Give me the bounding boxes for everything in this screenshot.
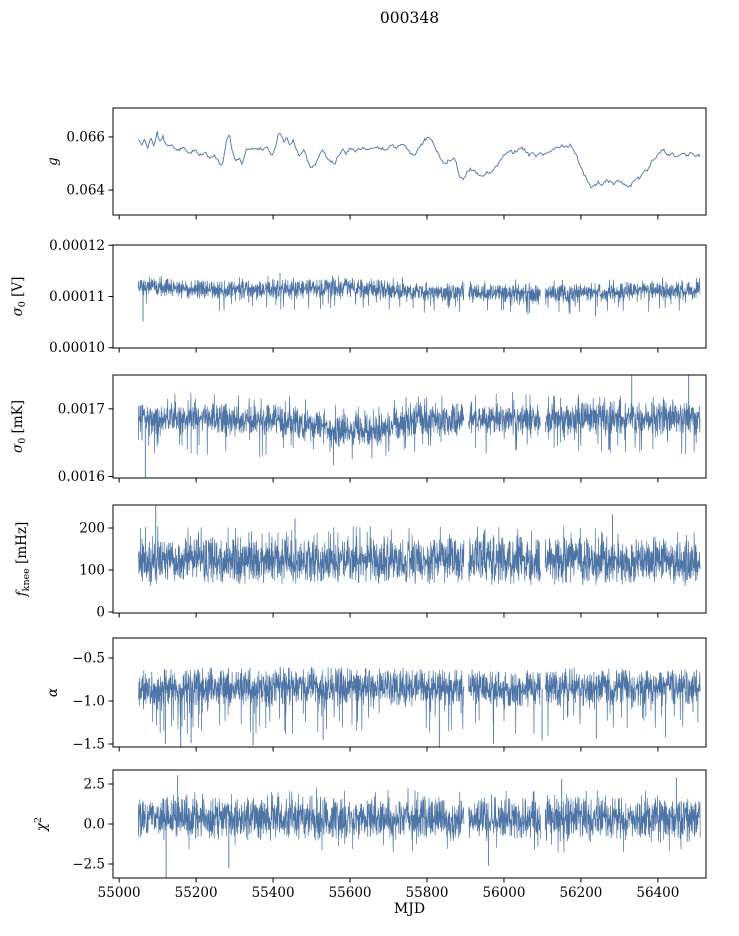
ylabel-g: g: [45, 157, 61, 166]
y-ticks: 0.0016 0.0017: [58, 401, 113, 485]
y-tick-label: 0.0017: [58, 401, 105, 417]
x-ticks: [118, 747, 659, 752]
panel-alpha: −1.5 −1.0 −0.5 α: [45, 637, 707, 752]
y-ticks: 0 100 200: [79, 521, 113, 620]
y-tick-label: 200: [79, 521, 105, 537]
panel-sigma0-mK: 0.0016 0.0017 σ0 [mK]: [10, 374, 707, 485]
y-tick-label: −0.5: [72, 651, 105, 667]
x-axis-label: MJD: [393, 901, 426, 917]
y-tick-label: 0.00010: [49, 340, 105, 356]
axis-frame: [112, 107, 707, 216]
y-tick-label: −1.5: [72, 736, 105, 752]
series-path-sigma0-mK: [138, 392, 701, 466]
y-tick-label: 0: [96, 604, 105, 620]
x-ticks: [118, 613, 659, 618]
y-tick-label: −2.5: [72, 857, 105, 873]
x-tick-label: 55600: [329, 885, 372, 901]
y-tick-label: 0.064: [66, 183, 105, 199]
axis-frame: [112, 637, 707, 748]
y-tick-label: −1.0: [72, 694, 105, 710]
x-tick-label: 55000: [98, 885, 141, 901]
y-ticks: 0.064 0.066: [66, 129, 113, 199]
y-tick-label: 0.0: [84, 817, 105, 833]
y-tick-label: 0.066: [66, 129, 105, 145]
axis-frame: [112, 374, 707, 479]
y-tick-label: 0.00011: [49, 289, 105, 305]
ylabel-fknee: fknee [mHz]: [14, 522, 32, 598]
figure-title: 000348: [379, 9, 440, 27]
series-path-alpha: [138, 666, 701, 737]
x-tick-label: 56200: [559, 885, 602, 901]
panel-sigma0-V: 0.00010 0.00011 0.00012 σ0 [V]: [10, 238, 707, 356]
y-tick-label: 0.0016: [58, 469, 105, 485]
ylabel-chi2: χ2: [33, 817, 50, 832]
x-tick-label: 56000: [482, 885, 525, 901]
axis-frame: [112, 244, 707, 349]
y-tick-label: 100: [79, 563, 105, 579]
y-tick-label: 0.00012: [49, 238, 105, 254]
x-tick-label: 56400: [636, 885, 679, 901]
panel-g: 0.064 0.066 g: [45, 107, 707, 220]
y-tick-label: 2.5: [84, 777, 105, 793]
x-tick-label: 55200: [175, 885, 218, 901]
series-path-g: [138, 131, 701, 189]
x-ticks: 55000 55200 55400 55600 55800 56000 56200 56400: [98, 878, 679, 901]
ylabel-sigma0-mK: σ0 [mK]: [10, 400, 28, 453]
series-path-sigma0-V: [138, 275, 701, 315]
series-path-chi2: [138, 787, 701, 853]
series-path-fknee: [138, 526, 701, 587]
y-ticks: 0.00010 0.00011 0.00012: [49, 238, 113, 356]
x-tick-label: 55800: [406, 885, 449, 901]
x-ticks: [118, 215, 659, 220]
x-tick-label: 55400: [252, 885, 295, 901]
panel-fknee: 0 100 200 fknee [mHz]: [14, 504, 707, 620]
x-ticks: [118, 478, 659, 483]
y-ticks: −2.5 0.0 2.5: [72, 777, 113, 873]
panel-chi2: 55000 55200 55400 55600 55800 56000 56200 56400…: [33, 769, 707, 901]
axis-frame: [112, 504, 707, 614]
ylabel-alpha: α: [45, 688, 61, 697]
y-ticks: −1.5 −1.0 −0.5: [72, 651, 113, 752]
ylabel-sigma0-V: σ0 [V]: [10, 277, 28, 317]
x-ticks: [118, 348, 659, 353]
